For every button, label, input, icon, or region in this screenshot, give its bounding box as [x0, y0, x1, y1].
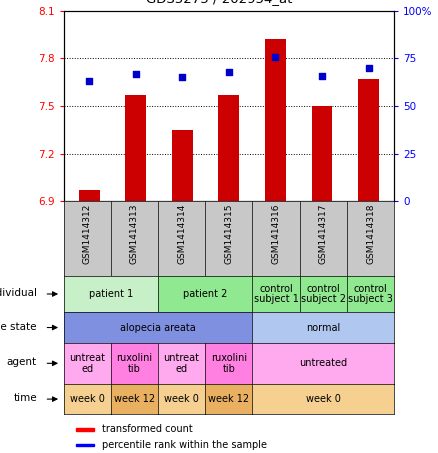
Point	[132, 70, 139, 77]
Text: patient 1: patient 1	[88, 289, 133, 299]
Text: ruxolini
tib: ruxolini tib	[117, 353, 152, 374]
Bar	[311, 106, 332, 201]
Text: GSM1414312: GSM1414312	[83, 203, 92, 264]
Text: ruxolini
tib: ruxolini tib	[211, 353, 247, 374]
Text: GSM1414315: GSM1414315	[224, 203, 233, 264]
Text: control
subject 3: control subject 3	[348, 284, 393, 304]
Text: GSM1414318: GSM1414318	[366, 203, 375, 264]
Bar	[75, 444, 94, 447]
Text: week 0: week 0	[70, 394, 105, 404]
Text: time: time	[13, 394, 37, 404]
Text: alopecia areata: alopecia areata	[120, 323, 196, 333]
Text: untreated: untreated	[299, 358, 347, 368]
Bar	[172, 130, 193, 201]
Text: GDS5275 / 202954_at: GDS5275 / 202954_at	[146, 0, 292, 5]
Text: week 0: week 0	[164, 394, 199, 404]
Point	[272, 53, 279, 60]
Bar	[125, 95, 146, 201]
Text: agent: agent	[7, 357, 37, 367]
Text: week 12: week 12	[114, 394, 155, 404]
Text: normal: normal	[306, 323, 340, 333]
Text: patient 2: patient 2	[183, 289, 227, 299]
Text: transformed count: transformed count	[102, 424, 193, 434]
Text: disease state: disease state	[0, 322, 37, 332]
Point	[318, 72, 325, 79]
Text: untreat
ed: untreat ed	[164, 353, 200, 374]
Point	[179, 74, 186, 81]
Point	[365, 64, 372, 72]
Text: GSM1414317: GSM1414317	[319, 203, 328, 264]
Text: week 0: week 0	[306, 394, 341, 404]
Text: percentile rank within the sample: percentile rank within the sample	[102, 440, 267, 450]
Bar	[219, 95, 239, 201]
Text: GSM1414314: GSM1414314	[177, 203, 186, 264]
Point	[85, 77, 92, 85]
Bar	[358, 79, 379, 201]
Text: week 12: week 12	[208, 394, 249, 404]
Text: untreat
ed: untreat ed	[69, 353, 105, 374]
Text: GSM1414313: GSM1414313	[130, 203, 139, 264]
Text: individual: individual	[0, 288, 37, 298]
Bar	[79, 190, 99, 201]
Bar	[265, 39, 286, 201]
Point	[225, 68, 232, 75]
Text: GSM1414316: GSM1414316	[272, 203, 281, 264]
Bar	[75, 428, 94, 430]
Text: control
subject 2: control subject 2	[301, 284, 346, 304]
Text: control
subject 1: control subject 1	[254, 284, 299, 304]
